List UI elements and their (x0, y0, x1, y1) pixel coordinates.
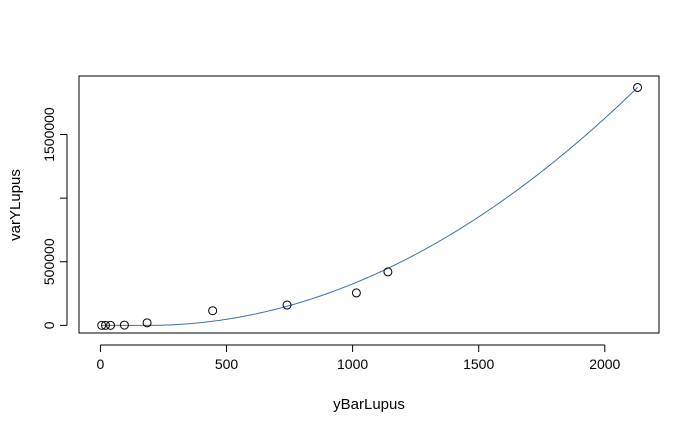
data-point (633, 82, 643, 92)
data-point (383, 267, 393, 277)
y-tick-label: 500000 (41, 238, 57, 285)
x-tick-label: 2000 (589, 356, 620, 372)
x-tick-label: 1500 (463, 356, 494, 372)
data-point (100, 320, 110, 330)
plot-box (78, 75, 660, 334)
y-axis-label: varYLupus (7, 169, 24, 241)
fit-curve (101, 87, 638, 326)
data-point (208, 306, 218, 316)
x-tick-label: 0 (97, 356, 105, 372)
data-point (282, 300, 292, 310)
data-point (351, 288, 361, 298)
data-point (119, 320, 129, 330)
y-axis: 0 500000 1500000 (41, 107, 68, 329)
y-tick-label: 1500000 (41, 107, 57, 162)
x-axis: 0 500 1000 1500 2000 (97, 344, 621, 372)
x-tick-label: 500 (215, 356, 239, 372)
x-tick-label: 1000 (337, 356, 368, 372)
fit-layer (101, 87, 638, 326)
data-point (106, 320, 116, 330)
data-point (97, 320, 107, 330)
x-axis-label: yBarLupus (333, 396, 405, 413)
points-layer (97, 82, 643, 330)
data-point (142, 318, 152, 328)
y-tick-label: 0 (41, 321, 57, 329)
